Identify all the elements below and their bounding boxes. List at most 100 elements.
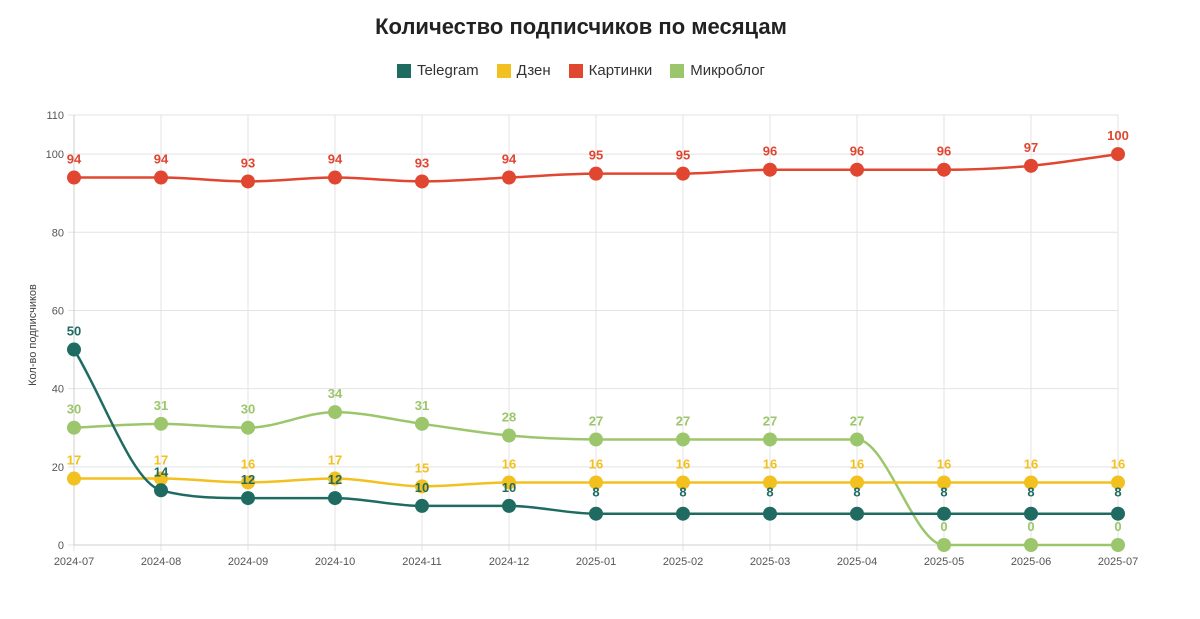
data-label: 16 <box>502 456 516 471</box>
data-label: 0 <box>940 519 947 534</box>
data-label: 27 <box>763 413 777 428</box>
legend-swatch <box>568 63 583 78</box>
data-label: 16 <box>850 456 864 471</box>
data-point <box>850 475 864 490</box>
data-label: 28 <box>502 410 516 425</box>
data-label: 34 <box>328 386 343 401</box>
y-tick-label: 40 <box>52 384 64 396</box>
data-point <box>589 475 603 490</box>
data-label: 30 <box>67 402 81 417</box>
data-label: 12 <box>328 472 342 487</box>
data-point <box>1111 506 1125 521</box>
data-point <box>763 162 777 177</box>
data-label: 97 <box>1024 140 1038 155</box>
data-point <box>763 432 777 447</box>
data-label: 100 <box>1107 128 1129 143</box>
data-point <box>502 170 516 185</box>
data-label: 27 <box>589 413 603 428</box>
data-label: 16 <box>937 456 951 471</box>
x-tick-label: 2024-08 <box>141 556 181 568</box>
data-point <box>415 416 429 431</box>
x-tick-label: 2024-10 <box>315 556 355 568</box>
x-tick-label: 2025-07 <box>1098 556 1138 568</box>
data-label: 8 <box>679 485 686 500</box>
data-label: 16 <box>589 456 603 471</box>
data-point <box>241 475 255 490</box>
data-label: 17 <box>67 453 81 468</box>
data-point <box>415 174 429 189</box>
data-label: 16 <box>241 456 255 471</box>
data-point <box>1024 538 1038 552</box>
legend-swatch <box>396 63 411 78</box>
x-tick-label: 2024-12 <box>489 556 529 568</box>
legend-item-1[interactable]: Дзен <box>496 62 551 79</box>
data-point <box>589 166 603 181</box>
x-tick-label: 2025-03 <box>750 556 790 568</box>
data-point <box>1111 147 1125 162</box>
data-label: 27 <box>676 413 690 428</box>
data-point <box>241 491 255 506</box>
data-point <box>328 491 342 506</box>
data-label: 10 <box>415 480 429 495</box>
legend-item-0[interactable]: Telegram <box>396 62 479 79</box>
data-label: 17 <box>328 453 342 468</box>
data-point <box>1111 475 1125 490</box>
data-label: 8 <box>766 485 773 500</box>
data-label: 8 <box>1027 485 1034 500</box>
data-label: 12 <box>241 472 255 487</box>
data-label: 31 <box>415 398 429 413</box>
data-point <box>763 506 777 521</box>
legend-item-3[interactable]: Микроблог <box>670 62 765 79</box>
y-tick-label: 0 <box>58 540 64 552</box>
chart-legend: Telegram Дзен Картинки Микроблог <box>0 62 1162 79</box>
y-tick-label: 100 <box>46 149 64 161</box>
legend-item-2[interactable]: Картинки <box>568 62 653 79</box>
legend-label: Дзен <box>516 62 551 79</box>
data-point <box>328 405 342 420</box>
data-point <box>1024 506 1038 521</box>
x-tick-label: 2025-06 <box>1011 556 1051 568</box>
data-point <box>67 342 81 357</box>
data-point <box>763 475 777 490</box>
legend-swatch <box>670 63 685 78</box>
data-label: 8 <box>592 485 599 500</box>
data-label: 0 <box>1114 519 1121 534</box>
data-point <box>676 475 690 490</box>
data-label: 96 <box>763 144 777 159</box>
data-point <box>676 166 690 181</box>
data-label: 27 <box>850 413 864 428</box>
data-point <box>154 471 168 486</box>
data-point <box>1111 538 1125 552</box>
data-point <box>676 432 690 447</box>
chart-title: Количество подписчиков по месяцам <box>375 14 787 39</box>
x-tick-label: 2025-02 <box>663 556 703 568</box>
data-label: 8 <box>940 485 947 500</box>
data-label: 8 <box>853 485 860 500</box>
data-point <box>589 432 603 447</box>
data-label: 93 <box>241 155 255 170</box>
y-tick-label: 110 <box>46 110 64 122</box>
data-label: 14 <box>154 464 169 479</box>
data-label: 95 <box>589 148 603 163</box>
data-point <box>67 471 81 486</box>
legend-label: Микроблог <box>690 62 766 79</box>
data-point <box>502 428 516 443</box>
x-tick-label: 2025-05 <box>924 556 964 568</box>
x-tick-label: 2024-07 <box>54 556 94 568</box>
legend-label: Картинки <box>588 62 653 79</box>
data-label: 50 <box>67 324 81 339</box>
data-point <box>589 506 603 521</box>
data-label: 16 <box>1111 456 1125 471</box>
x-tick-label: 2025-01 <box>576 556 616 568</box>
data-label: 94 <box>67 152 82 167</box>
data-label: 17 <box>154 453 168 468</box>
data-label: 96 <box>937 144 951 159</box>
data-point <box>850 506 864 521</box>
data-label: 94 <box>328 152 343 167</box>
x-tick-label: 2025-04 <box>837 556 877 568</box>
y-tick-label: 60 <box>52 305 64 317</box>
data-label: 94 <box>154 152 169 167</box>
data-label: 96 <box>850 144 864 159</box>
data-point <box>67 170 81 185</box>
data-point <box>937 475 951 490</box>
